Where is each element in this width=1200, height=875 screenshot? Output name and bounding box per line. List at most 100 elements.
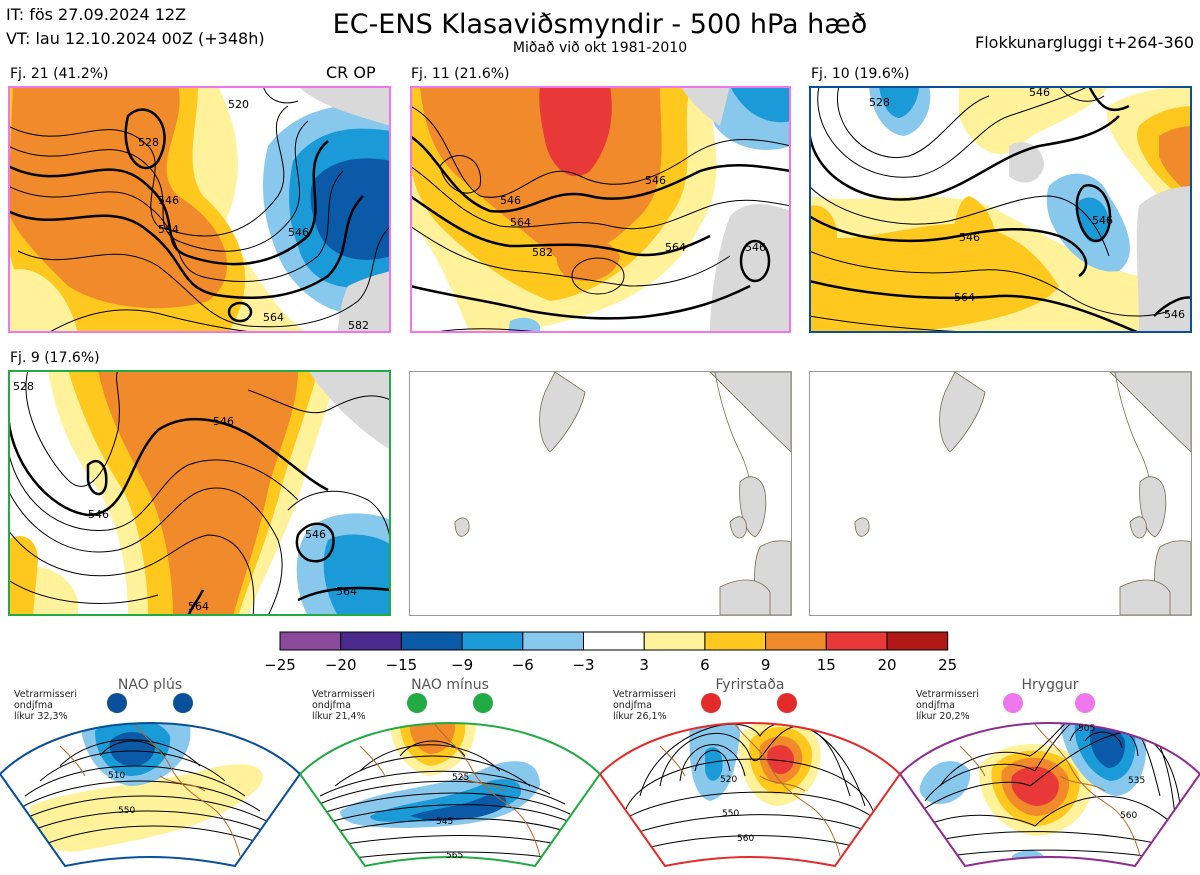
regime-3-dot-left <box>701 693 721 713</box>
colorbar-swatch <box>886 631 949 651</box>
colorbar-tick-label: −20 <box>325 656 357 674</box>
regime-3-note: Vetrarmisseri ondjfma líkur 26,1% <box>613 689 676 722</box>
regime-1-note: Vetrarmisseri ondjfma líkur 32,3% <box>14 689 77 722</box>
contour-label: 535 <box>1128 776 1145 786</box>
contour-label: 564 <box>665 241 686 254</box>
cluster-4-label: Fj. 9 (17.6%) <box>10 350 100 366</box>
contour-label: 520 <box>228 98 249 111</box>
regime-nao-minus: 525 545 565 <box>298 676 602 871</box>
contour-label: 560 <box>1120 811 1137 821</box>
init-time: IT: fös 27.09.2024 12Z <box>6 5 187 24</box>
regime-nao-plus: 510 550 <box>0 676 302 871</box>
cluster-4-frame <box>8 370 391 616</box>
contour-label: 564 <box>510 216 531 229</box>
colorbar-tick-label: 9 <box>761 656 771 674</box>
regime-blocking: 520 550 560 <box>598 676 902 871</box>
contour-label: 564 <box>954 291 975 304</box>
regime-4-title: Hryggur <box>1021 677 1079 693</box>
contour-label: 546 <box>645 174 666 187</box>
contour-label: 546 <box>305 528 326 541</box>
contour-label: 525 <box>452 773 469 783</box>
page-subtitle: Miðað við okt 1981-2010 <box>512 40 688 56</box>
regime-4-dot-left <box>1003 693 1023 713</box>
contour-label: 505 <box>1078 724 1095 734</box>
colorbar-tick-label: −15 <box>386 656 418 674</box>
colorbar-swatch <box>340 631 402 651</box>
classification-window: Flokkunargluggi t+264-360 <box>975 33 1194 52</box>
regime-1-dot-right <box>173 693 193 713</box>
empty-map-1 <box>409 371 792 616</box>
colorbar-tick-label: 15 <box>817 656 836 674</box>
contour-label: 546 <box>745 241 766 254</box>
valid-time: VT: lau 12.10.2024 00Z (+348h) <box>6 29 265 48</box>
contour-label: 528 <box>13 380 34 393</box>
contour-label: 510 <box>108 771 125 781</box>
colorbar-tick-label: −25 <box>264 656 296 674</box>
cluster-2-frame <box>410 86 791 333</box>
contour-label: 582 <box>348 319 369 332</box>
contour-label: 545 <box>436 817 453 827</box>
colorbar-tick-label: −9 <box>451 656 473 674</box>
cluster-3-label: Fj. 10 (19.6%) <box>811 66 910 82</box>
contour-label: 565 <box>446 851 463 861</box>
contour-label: 546 <box>1164 308 1185 321</box>
contour-label: 546 <box>213 415 234 428</box>
cluster-2-label: Fj. 11 (21.6%) <box>411 66 510 82</box>
colorbar-swatch <box>583 631 645 651</box>
contour-label: 546 <box>1029 86 1050 99</box>
contour-label: 546 <box>288 226 309 239</box>
colorbar-tick-label: 25 <box>938 656 957 674</box>
cluster-4-map: 528 546 546 546 564 564 <box>8 370 391 616</box>
regime-2-title: NAO mínus <box>411 677 489 693</box>
cluster-1-frame <box>8 86 391 333</box>
regime-1-dot-left <box>107 693 127 713</box>
contour-label: 546 <box>158 194 179 207</box>
contour-label: 582 <box>532 246 553 259</box>
regime-2-note: Vetrarmisseri ondjfma líkur 21,4% <box>312 689 375 722</box>
contour-label: 546 <box>1092 214 1113 227</box>
colorbar-swatch <box>400 631 463 651</box>
colorbar-swatch <box>461 631 524 651</box>
colorbar-swatch <box>825 631 888 651</box>
colorbar-swatch <box>522 631 584 651</box>
contour-label: 546 <box>500 194 521 207</box>
cluster-1-map: 528 546 564 546 564 582 520 <box>8 86 391 333</box>
contour-label: 564 <box>188 600 209 613</box>
contour-label: 528 <box>138 136 159 149</box>
colorbar-tick-label: 20 <box>877 656 896 674</box>
colorbar-swatch <box>279 631 342 651</box>
cluster-2-map: 546 564 546 564 582 546 <box>410 86 791 333</box>
colorbar-swatch <box>643 631 706 651</box>
cluster-3-map: 528 546 546 564 546 546 <box>809 86 1192 333</box>
cluster-3-frame <box>809 86 1192 333</box>
colorbar-swatch <box>765 631 827 651</box>
colorbar-tick-label: −3 <box>572 656 594 674</box>
regime-2-dot-left <box>407 693 427 713</box>
contour-label: 546 <box>88 508 109 521</box>
contour-label: 520 <box>720 775 737 785</box>
contour-label: 564 <box>336 585 357 598</box>
contour-label: 564 <box>158 223 179 236</box>
regime-3-title: Fyrirstaða <box>715 677 785 693</box>
contour-label: 560 <box>737 834 754 844</box>
page-title: EC-ENS Klasaviðsmyndir - 500 hPa hæð <box>332 9 868 40</box>
cluster-1-label: Fj. 21 (41.2%) <box>10 66 109 82</box>
empty-map-2 <box>809 371 1192 616</box>
contour-label: 550 <box>118 806 135 816</box>
colorbar: −25 −20 −15 −9 −6 −3 3 6 9 15 20 25 <box>259 630 959 676</box>
colorbar-swatch <box>704 631 767 651</box>
colorbar-tick-label: 3 <box>639 656 649 674</box>
regime-3-dot-right <box>777 693 797 713</box>
cluster-1-extra: CR OP <box>326 63 376 82</box>
contour-label: 550 <box>722 809 739 819</box>
contour-label: 564 <box>263 311 284 324</box>
regime-2-dot-right <box>473 693 493 713</box>
colorbar-tick-label: −6 <box>512 656 534 674</box>
regime-4-note: Vetrarmisseri ondjfma líkur 20,2% <box>916 689 979 722</box>
contour-label: 528 <box>869 96 890 109</box>
regime-1-title: NAO plús <box>117 677 183 693</box>
regime-4-dot-right <box>1075 693 1095 713</box>
colorbar-tick-label: 6 <box>700 656 710 674</box>
contour-label: 546 <box>959 231 980 244</box>
regime-ridge: 505 535 560 <box>898 676 1200 871</box>
